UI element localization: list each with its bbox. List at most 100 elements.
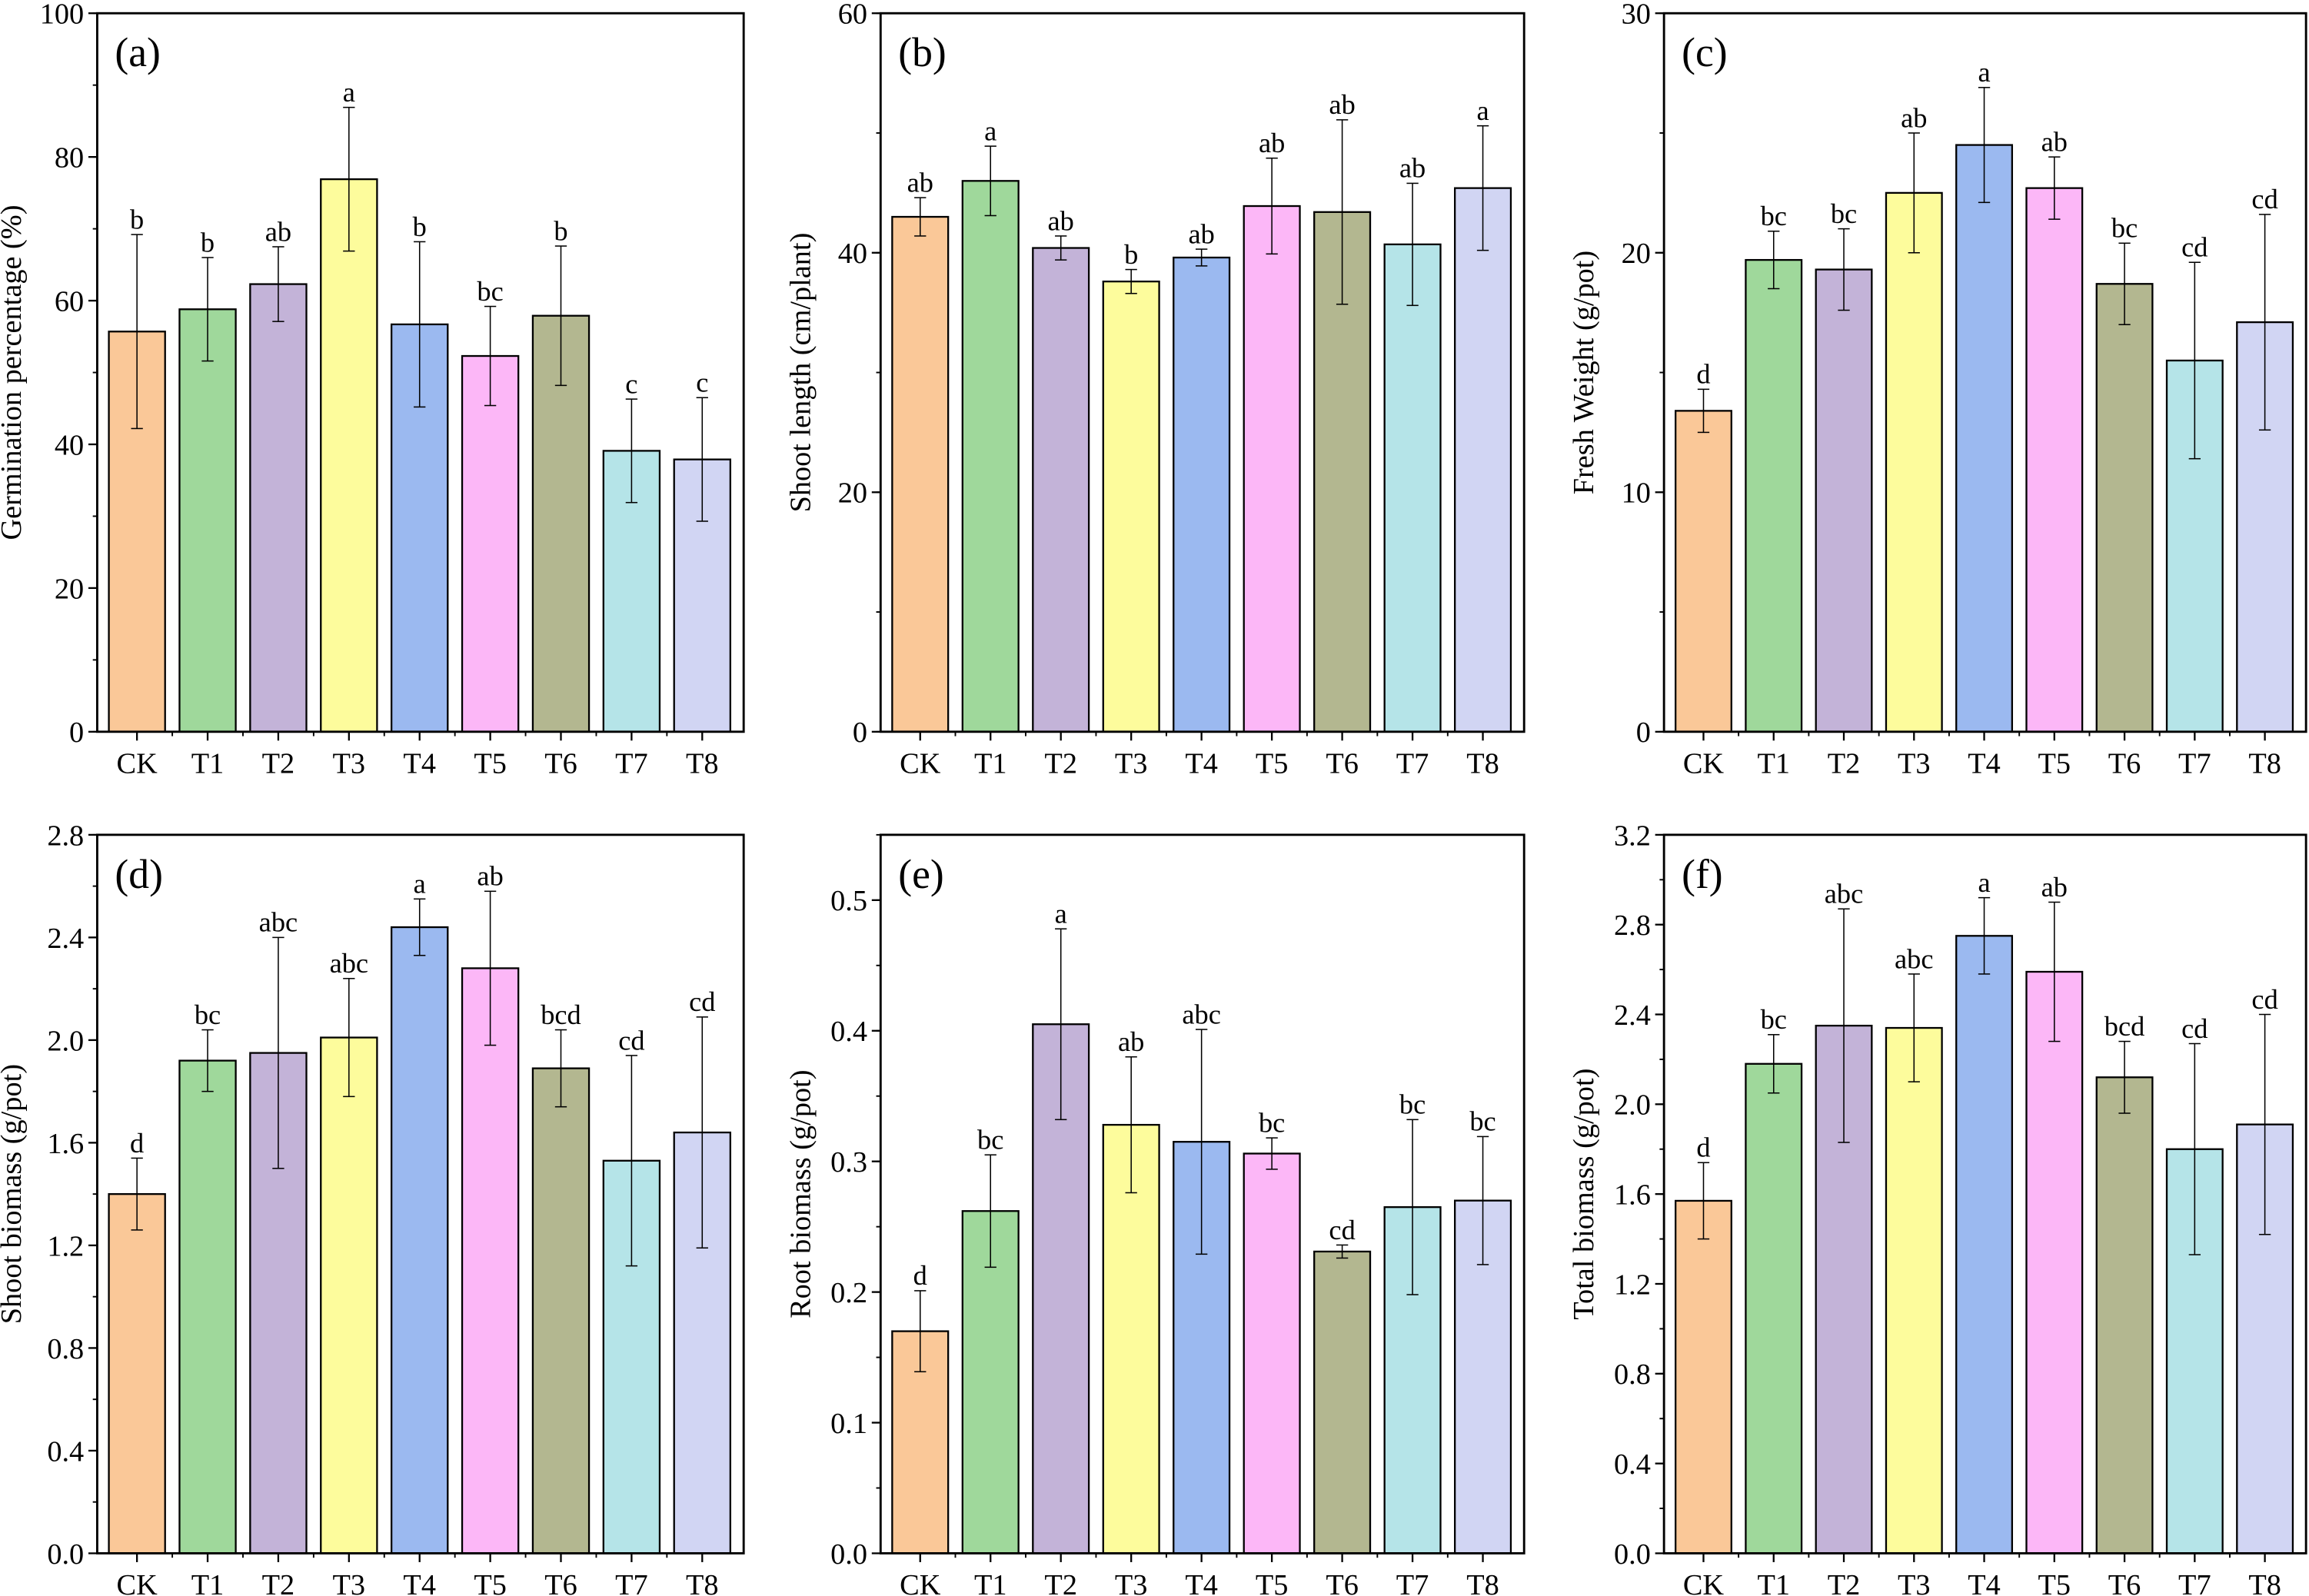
significance-letter: ab bbox=[2041, 126, 2068, 157]
y-tick-label: 0.8 bbox=[47, 1333, 84, 1365]
x-tick-label: T1 bbox=[974, 1569, 1007, 1596]
bar-T7 bbox=[1383, 243, 1442, 733]
bar-T3 bbox=[1885, 1026, 1943, 1554]
significance-letter: b bbox=[201, 227, 215, 258]
x-tick-label: T3 bbox=[1115, 747, 1148, 780]
y-tick-label: 0 bbox=[69, 717, 84, 749]
y-tick-label: 0.0 bbox=[1614, 1538, 1651, 1571]
significance-letter: cd bbox=[1329, 1215, 1355, 1245]
x-tick-label: CK bbox=[900, 1569, 941, 1596]
x-tick-label: T1 bbox=[1757, 747, 1790, 780]
y-tick-label: 2.8 bbox=[1614, 909, 1651, 942]
x-tick-label: T2 bbox=[1828, 1569, 1861, 1596]
significance-letter: d bbox=[1696, 359, 1710, 390]
significance-letter: a bbox=[984, 115, 996, 146]
significance-letter: d bbox=[1696, 1132, 1710, 1163]
y-tick-label: 0.4 bbox=[1614, 1448, 1651, 1481]
bar-T2 bbox=[1815, 268, 1873, 733]
significance-letter: a bbox=[414, 869, 426, 899]
x-tick-label: T8 bbox=[1466, 1569, 1499, 1596]
y-tick-label: 1.2 bbox=[1614, 1268, 1651, 1301]
x-tick-label: T3 bbox=[333, 1569, 366, 1596]
significance-letter: cd bbox=[2251, 184, 2277, 214]
bar-T1 bbox=[178, 1059, 237, 1554]
significance-letter: a bbox=[1978, 57, 1990, 88]
significance-letter: bc bbox=[977, 1125, 1003, 1155]
panel-label: (d) bbox=[115, 851, 163, 897]
y-tick-label: 20 bbox=[838, 477, 867, 510]
x-tick-label: T1 bbox=[191, 1569, 225, 1596]
significance-letter: ab bbox=[265, 216, 291, 247]
plot-frame bbox=[1662, 833, 2307, 1554]
bar-T1 bbox=[1745, 258, 1803, 733]
significance-letter: abc bbox=[330, 948, 368, 979]
y-tick-label: 0.3 bbox=[830, 1146, 867, 1179]
panel-label: (f) bbox=[1682, 851, 1723, 897]
x-tick-label: T5 bbox=[1256, 747, 1289, 780]
y-tick-label: 0.0 bbox=[830, 1538, 867, 1571]
chart-panel-f: d CK bc T1 abc T2 abc T3 a T4 ab T5 bcd T6 cd T7 cd T8 0.0… bbox=[1568, 820, 2307, 1596]
x-tick-label: T6 bbox=[1326, 1569, 1359, 1596]
x-tick-label: T1 bbox=[974, 747, 1007, 780]
x-tick-label: CK bbox=[117, 1569, 158, 1596]
bar-T6 bbox=[531, 1067, 591, 1554]
y-tick-label: 10 bbox=[1622, 477, 1651, 510]
significance-letter: a bbox=[1978, 867, 1990, 898]
significance-letter: bcd bbox=[2104, 1011, 2145, 1042]
y-axis-label: Germination percentage (%) bbox=[0, 205, 28, 540]
significance-letter: ab bbox=[1188, 218, 1214, 249]
bar-T4 bbox=[1173, 256, 1231, 733]
significance-letter: bc bbox=[195, 999, 221, 1030]
x-tick-label: CK bbox=[1683, 1569, 1725, 1596]
x-tick-label: T6 bbox=[2108, 747, 2141, 780]
x-tick-label: T8 bbox=[1466, 747, 1499, 780]
x-tick-label: CK bbox=[1683, 747, 1725, 780]
x-tick-label: T3 bbox=[333, 747, 366, 780]
bar-T5 bbox=[461, 354, 520, 733]
x-tick-label: T4 bbox=[403, 747, 436, 780]
x-tick-label: T5 bbox=[2038, 1569, 2071, 1596]
bar-T4 bbox=[390, 926, 449, 1554]
bar-T6 bbox=[2095, 283, 2154, 733]
significance-letter: ab bbox=[2041, 872, 2068, 903]
y-axis-label: Shoot length (cm/plant) bbox=[784, 233, 817, 513]
chart-panel-a: b CK b T1 ab T2 a T3 b T4 bc T5 b T6 c T7 c T8 0 20 40 60 80 10… bbox=[0, 0, 745, 780]
bar-T3 bbox=[320, 178, 378, 733]
bar-T4 bbox=[1955, 144, 2014, 733]
bar-T2 bbox=[249, 283, 308, 733]
y-tick-label: 60 bbox=[838, 0, 867, 31]
y-tick-label: 30 bbox=[1622, 0, 1651, 31]
bar-T1 bbox=[178, 308, 237, 733]
x-tick-label: T8 bbox=[686, 1569, 719, 1596]
significance-letter: a bbox=[1476, 95, 1489, 126]
x-tick-label: T4 bbox=[1185, 747, 1218, 780]
x-tick-label: T5 bbox=[1256, 1569, 1289, 1596]
x-tick-label: T4 bbox=[1968, 747, 2001, 780]
y-axis-label: Total biomass (g/pot) bbox=[1568, 1069, 1600, 1320]
significance-letter: bc bbox=[1761, 201, 1787, 231]
x-tick-label: T7 bbox=[1396, 747, 1429, 780]
x-tick-label: T6 bbox=[544, 747, 577, 780]
significance-letter: bc bbox=[1831, 198, 1857, 229]
bar-CK bbox=[1675, 1199, 1732, 1554]
x-tick-label: T6 bbox=[2108, 1569, 2141, 1596]
y-tick-label: 0.8 bbox=[1614, 1358, 1651, 1391]
x-tick-label: T1 bbox=[191, 747, 225, 780]
significance-letter: cd bbox=[2181, 1013, 2208, 1044]
x-tick-label: T6 bbox=[1326, 747, 1359, 780]
bar-CK bbox=[891, 215, 950, 733]
x-tick-label: T3 bbox=[1898, 747, 1931, 780]
y-axis-label: Shoot biomass (g/pot) bbox=[0, 1064, 28, 1324]
panel-label: (e) bbox=[898, 851, 944, 897]
x-tick-label: T2 bbox=[1044, 1569, 1077, 1596]
significance-letter: ab bbox=[1329, 89, 1355, 120]
significance-letter: a bbox=[343, 77, 355, 108]
bar-T1 bbox=[961, 180, 1020, 733]
significance-letter: cd bbox=[2251, 984, 2277, 1015]
significance-letter: cd bbox=[2181, 232, 2208, 263]
significance-letter: bc bbox=[1761, 1004, 1787, 1035]
significance-letter: abc bbox=[1895, 943, 1933, 974]
x-tick-label: T3 bbox=[1115, 1569, 1148, 1596]
significance-letter: bc bbox=[1259, 1107, 1285, 1138]
bar-T3 bbox=[1102, 280, 1160, 733]
